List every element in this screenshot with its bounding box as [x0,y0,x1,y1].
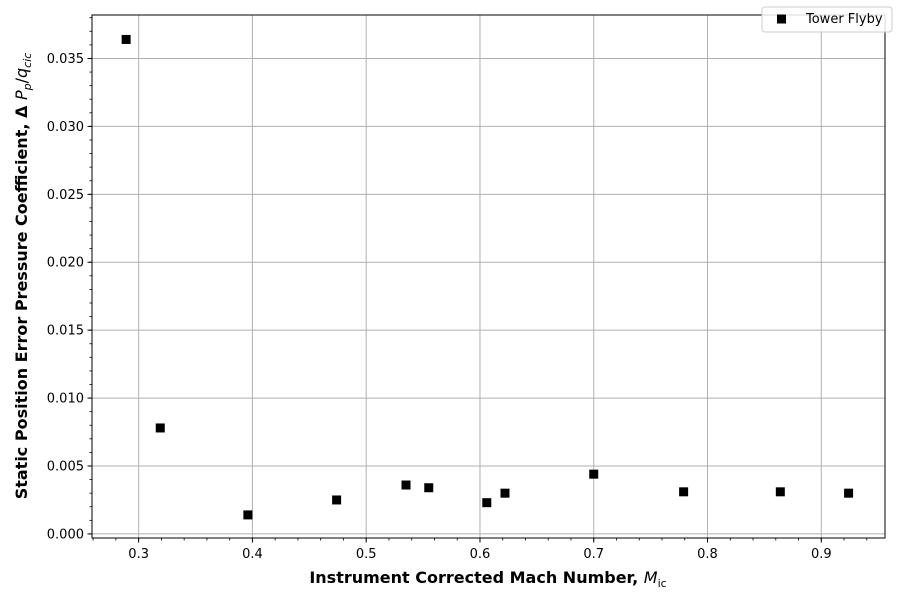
x-tick-label: 0.5 [356,547,377,562]
data-point [679,487,689,497]
data-point [424,483,434,493]
plot-area [91,14,886,539]
data-point [589,469,599,479]
y-tick-label: 0.015 [47,324,84,339]
y-axis-label: Static Position Error Pressure Coefficie… [12,53,34,500]
x-tick-label: 0.9 [811,547,832,562]
legend-box [761,6,893,33]
data-point [121,34,131,44]
y-tick-label: 0.030 [47,120,84,135]
data-points [121,34,854,520]
axis-ticks: 0.3 0.4 0.5 0.6 0.7 0.8 0.9 0.000 0.005 0.010 0.01… [47,17,868,562]
x-axis-label: Instrument Corrected Mach Number, Mic [309,568,666,590]
y-tick-label: 0.025 [47,188,84,203]
x-tick-label: 0.7 [583,547,604,562]
y-tick-label: 0.005 [47,460,84,475]
data-point [332,495,342,505]
legend-label: Tower Flyby [805,12,883,27]
y-tick-label: 0.000 [47,527,84,542]
x-tick-label: 0.3 [128,547,149,562]
legend: Tower Flyby [761,6,893,33]
data-point [482,498,492,508]
x-tick-label: 0.4 [242,547,263,562]
data-point [500,488,510,498]
y-tick-label: 0.020 [47,256,84,271]
data-point [243,510,253,520]
x-tick-label: 0.6 [470,547,491,562]
y-tick-label: 0.035 [47,52,84,67]
y-tick-label: 0.010 [47,392,84,407]
legend-marker-square [777,14,786,24]
data-point [775,487,785,497]
data-point [155,423,165,433]
data-point [401,480,411,490]
data-point [844,488,854,498]
grid [92,15,885,538]
x-tick-label: 0.8 [697,547,718,562]
